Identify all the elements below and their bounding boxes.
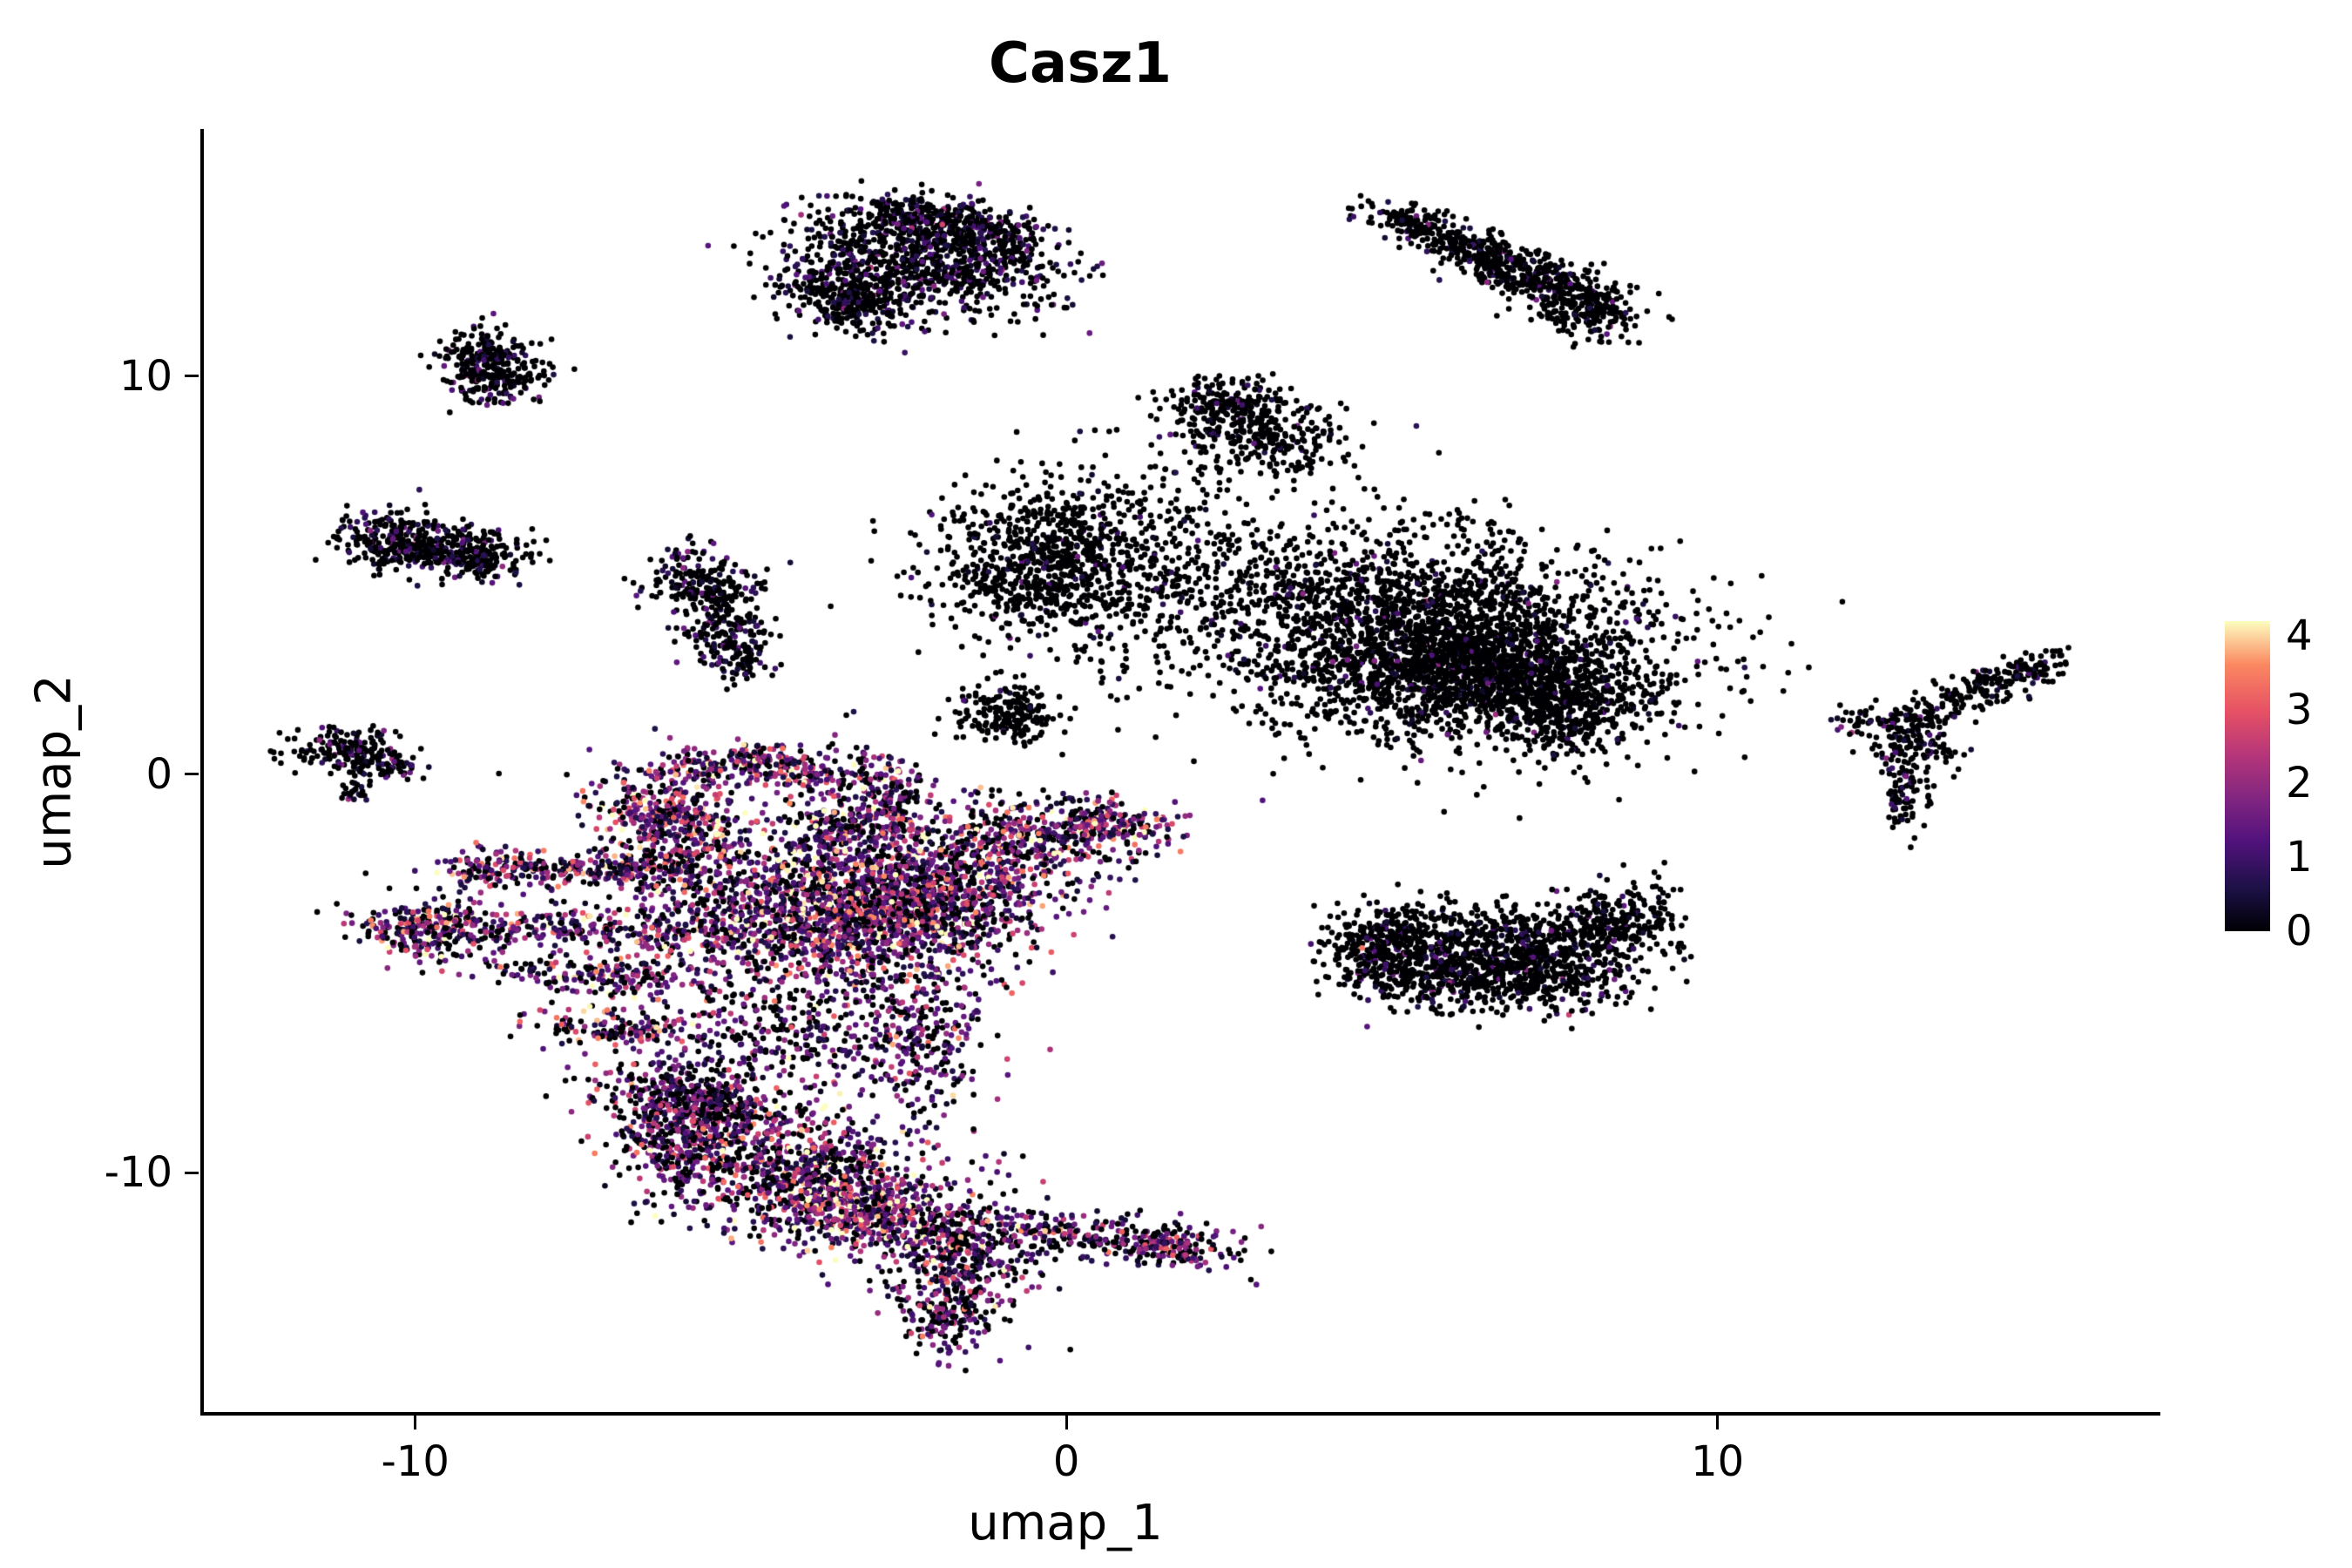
- y-tick-label: 10: [118, 351, 172, 401]
- x-tick-mark: [414, 1416, 417, 1429]
- y-tick-mark: [185, 375, 199, 377]
- x-tick-mark: [1716, 1416, 1720, 1429]
- plot-title: Casz1: [988, 31, 1173, 96]
- y-tick-mark: [185, 1171, 199, 1174]
- plot-panel: [200, 129, 2160, 1416]
- y-tick-mark: [185, 773, 199, 776]
- x-tick-label: 0: [1052, 1437, 1080, 1486]
- x-tick-mark: [1064, 1416, 1068, 1429]
- x-tick-label: -10: [381, 1437, 449, 1486]
- x-tick-label: 10: [1691, 1437, 1745, 1486]
- colorbar-tick-label: 2: [2286, 759, 2313, 808]
- colorbar-gradient: [2225, 621, 2270, 931]
- x-axis-title: umap_1: [968, 1495, 1163, 1551]
- colorbar-tick-label: 3: [2286, 685, 2313, 734]
- colorbar-legend: [2225, 621, 2270, 931]
- colorbar-tick-label: 4: [2286, 611, 2313, 660]
- colorbar-tick-label: 0: [2286, 907, 2313, 956]
- y-tick-label: -10: [104, 1148, 172, 1198]
- colorbar-tick-label: 1: [2286, 833, 2313, 882]
- y-tick-label: 0: [145, 749, 172, 799]
